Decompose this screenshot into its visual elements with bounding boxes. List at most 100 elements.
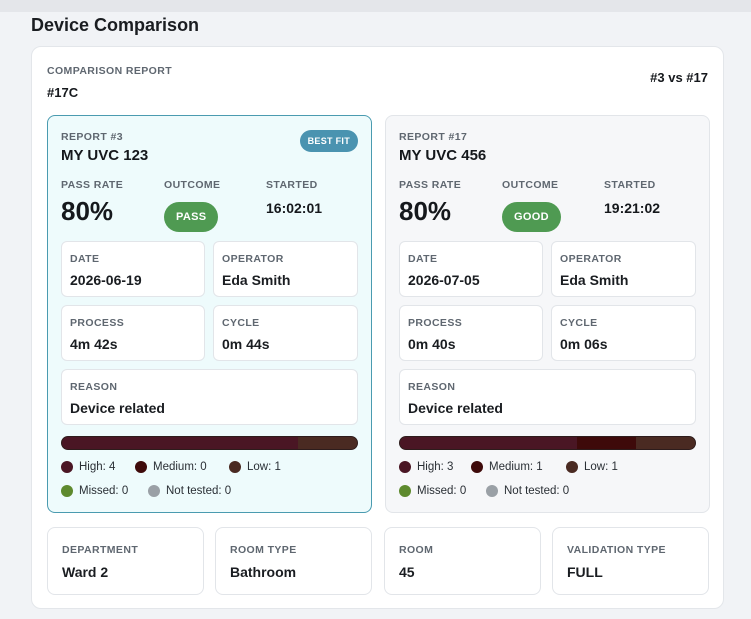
legend-not-tested-text: Not tested: 0 xyxy=(504,485,570,497)
high-dot-icon xyxy=(61,461,73,473)
date-value: 2026-07-05 xyxy=(408,272,480,288)
report-label: REPORT #17 xyxy=(399,131,468,143)
reason-field: REASON Device related xyxy=(61,369,358,425)
operator-label: OPERATOR xyxy=(222,253,284,265)
legend-not-tested: Not tested: 0 xyxy=(486,485,569,497)
not-tested-dot-icon xyxy=(486,485,498,497)
reason-value: Device related xyxy=(70,400,165,416)
comparison-report-label: COMPARISON REPORT xyxy=(47,65,173,77)
validation-type-label: VALIDATION TYPE xyxy=(567,544,666,556)
medium-dot-icon xyxy=(135,461,147,473)
medium-dot-icon xyxy=(471,461,483,473)
reason-label: REASON xyxy=(408,381,456,393)
reason-value: Device related xyxy=(408,400,503,416)
missed-dot-icon xyxy=(61,485,73,497)
cycle-value: 0m 44s xyxy=(222,336,270,352)
legend-missed-text: Missed: 0 xyxy=(417,485,467,497)
low-dot-icon xyxy=(229,461,241,473)
cycle-field: CYCLE 0m 06s xyxy=(551,305,696,361)
outcome-badge: GOOD xyxy=(502,202,561,232)
top-strip xyxy=(0,0,751,12)
severity-bar-low xyxy=(636,437,695,449)
reason-label: REASON xyxy=(70,381,118,393)
department-value: Ward 2 xyxy=(62,564,109,580)
operator-field: OPERATOR Eda Smith xyxy=(551,241,696,297)
room-value: 45 xyxy=(399,564,415,580)
room-label: ROOM xyxy=(399,544,434,556)
legend-low: Low: 1 xyxy=(566,461,618,473)
best-fit-badge: BEST FIT xyxy=(299,130,358,152)
legend-missed-text: Missed: 0 xyxy=(79,485,129,497)
report-card-3[interactable]: REPORT #3 MY UVC 123 BEST FIT PASS RATE … xyxy=(47,115,372,513)
legend-medium: Medium: 0 xyxy=(135,461,207,473)
report-label: REPORT #3 xyxy=(61,131,123,143)
legend-missed: Missed: 0 xyxy=(61,485,128,497)
department-card: DEPARTMENT Ward 2 xyxy=(47,527,204,595)
low-dot-icon xyxy=(566,461,578,473)
legend-high: High: 4 xyxy=(61,461,115,473)
legend-low-text: Low: 1 xyxy=(247,461,281,473)
legend-medium: Medium: 1 xyxy=(471,461,543,473)
process-label: PROCESS xyxy=(408,317,463,329)
cycle-value: 0m 06s xyxy=(560,336,608,352)
outcome-badge: PASS xyxy=(164,202,219,232)
legend-high-text: High: 3 xyxy=(417,461,454,473)
legend-missed: Missed: 0 xyxy=(399,485,466,497)
started-value: 16:02:01 xyxy=(266,200,323,216)
not-tested-dot-icon xyxy=(148,485,160,497)
severity-bar xyxy=(399,436,696,450)
comparison-report-id: #17C xyxy=(47,85,79,100)
started-label: STARTED xyxy=(266,179,318,191)
process-field: PROCESS 0m 40s xyxy=(399,305,543,361)
process-field: PROCESS 4m 42s xyxy=(61,305,205,361)
severity-bar-medium xyxy=(577,437,636,449)
room-type-card: ROOM TYPE Bathroom xyxy=(215,527,372,595)
operator-value: Eda Smith xyxy=(222,272,291,288)
date-value: 2026-06-19 xyxy=(70,272,142,288)
report-device-name: MY UVC 123 xyxy=(61,147,149,164)
outcome-label: OUTCOME xyxy=(502,179,559,191)
reason-field: REASON Device related xyxy=(399,369,696,425)
legend-low: Low: 1 xyxy=(229,461,281,473)
cycle-label: CYCLE xyxy=(222,317,260,329)
date-label: DATE xyxy=(408,253,438,265)
legend-high: High: 3 xyxy=(399,461,453,473)
process-label: PROCESS xyxy=(70,317,125,329)
legend-not-tested-text: Not tested: 0 xyxy=(166,485,232,497)
severity-bar-high xyxy=(400,437,577,449)
comparison-card: COMPARISON REPORT #17C #3 vs #17 REPORT … xyxy=(31,46,724,609)
pass-rate-value: 80% xyxy=(399,196,452,226)
started-value: 19:21:02 xyxy=(604,200,661,216)
operator-value: Eda Smith xyxy=(560,272,629,288)
outcome-label: OUTCOME xyxy=(164,179,221,191)
legend-not-tested: Not tested: 0 xyxy=(148,485,231,497)
comparison-vs: #3 vs #17 xyxy=(650,70,708,85)
date-label: DATE xyxy=(70,253,100,265)
severity-bar-low xyxy=(298,437,357,449)
missed-dot-icon xyxy=(399,485,411,497)
department-label: DEPARTMENT xyxy=(62,544,139,556)
date-field: DATE 2026-07-05 xyxy=(399,241,543,297)
report-card-17[interactable]: REPORT #17 MY UVC 456 PASS RATE OUTCOME … xyxy=(385,115,710,513)
validation-type-value: FULL xyxy=(567,564,603,580)
cycle-field: CYCLE 0m 44s xyxy=(213,305,358,361)
pass-rate-label: PASS RATE xyxy=(399,179,462,191)
legend-low-text: Low: 1 xyxy=(584,461,618,473)
room-type-value: Bathroom xyxy=(230,564,297,580)
high-dot-icon xyxy=(399,461,411,473)
report-device-name: MY UVC 456 xyxy=(399,147,487,164)
severity-bar xyxy=(61,436,358,450)
process-value: 0m 40s xyxy=(408,336,456,352)
legend-high-text: High: 4 xyxy=(79,461,116,473)
page-title: Device Comparison xyxy=(31,15,200,35)
date-field: DATE 2026-06-19 xyxy=(61,241,205,297)
process-value: 4m 42s xyxy=(70,336,118,352)
room-type-label: ROOM TYPE xyxy=(230,544,297,556)
started-label: STARTED xyxy=(604,179,656,191)
legend-medium-text: Medium: 0 xyxy=(153,461,207,473)
legend-medium-text: Medium: 1 xyxy=(489,461,543,473)
pass-rate-label: PASS RATE xyxy=(61,179,124,191)
pass-rate-value: 80% xyxy=(61,196,114,226)
operator-field: OPERATOR Eda Smith xyxy=(213,241,358,297)
validation-type-card: VALIDATION TYPE FULL xyxy=(552,527,709,595)
